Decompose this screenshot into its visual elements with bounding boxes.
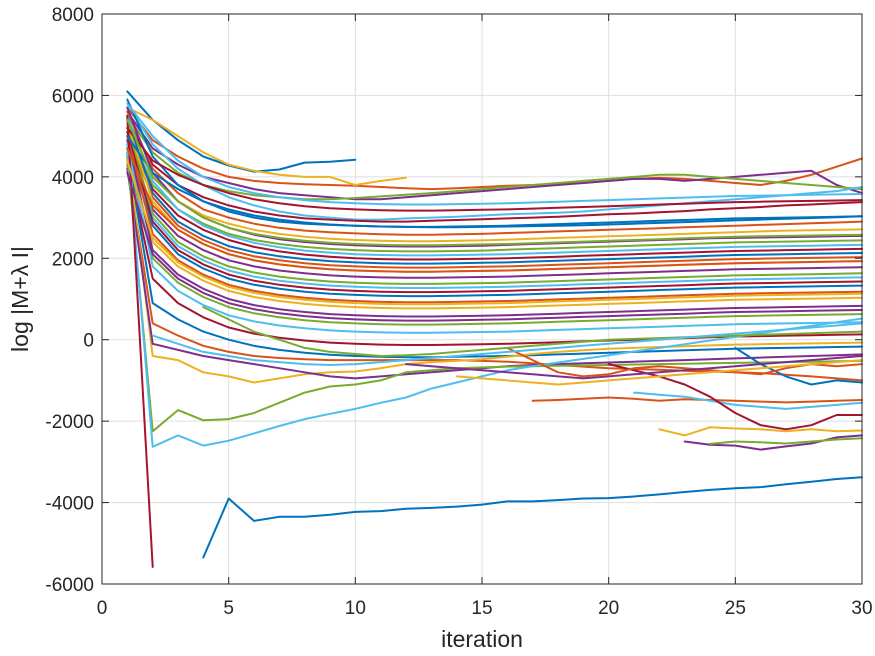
series-line-s14 <box>126 131 863 261</box>
series-line-s46 <box>405 355 863 380</box>
series-line-s49 <box>126 127 863 212</box>
series-line-s7 <box>126 118 863 223</box>
series-line-s5 <box>126 114 863 201</box>
series-line-s21 <box>126 131 863 294</box>
series-line-s55 <box>126 102 863 206</box>
series-line-s20 <box>126 143 863 289</box>
series-line-s45 <box>455 359 863 386</box>
y-tick-label: 2000 <box>52 249 94 270</box>
x-tick-label: 15 <box>471 598 492 619</box>
y-tick-label: 6000 <box>52 86 94 107</box>
series-line-s41 <box>633 391 863 410</box>
y-tick-label: -2000 <box>45 412 94 433</box>
series-line-s18 <box>126 139 863 279</box>
y-tick-label: 0 <box>83 331 94 352</box>
series-line-s35 <box>126 114 154 568</box>
series-line-s36 <box>202 476 863 559</box>
x-tick-label: 20 <box>598 598 619 619</box>
series-line-s29 <box>126 151 863 359</box>
series-line-s25 <box>126 139 863 318</box>
series-line-s13 <box>126 114 863 257</box>
series-line-s12 <box>126 127 863 253</box>
series-line-s43 <box>734 346 863 386</box>
x-tick-label: 25 <box>725 598 746 619</box>
series-line-s4 <box>126 110 863 201</box>
series-line-s48 <box>151 322 863 366</box>
series-line-s16 <box>126 135 863 269</box>
y-tick-label: -4000 <box>45 494 94 515</box>
series-line-s39 <box>683 434 863 451</box>
series-line-s47 <box>202 306 863 357</box>
series-line-s3 <box>126 106 407 186</box>
series-lines <box>126 90 863 568</box>
series-line-s27 <box>126 143 863 334</box>
x-tick-label: 30 <box>851 598 872 619</box>
series-line-s6 <box>126 102 863 221</box>
series-line-s52 <box>126 159 863 306</box>
series-line-s10 <box>126 122 863 243</box>
y-axis-label: log |M+λ I| <box>7 246 33 352</box>
y-tick-label: 4000 <box>52 168 94 189</box>
x-tick-label: 0 <box>97 598 108 619</box>
series-line-s2 <box>126 106 863 191</box>
y-tick-label: 8000 <box>52 5 94 26</box>
series-line-s51 <box>126 147 863 273</box>
series-line-s38 <box>658 426 863 437</box>
tick-marks <box>101 13 863 585</box>
series-line-s31 <box>126 147 863 384</box>
series-line-s19 <box>126 127 863 285</box>
x-axis-label: iteration <box>441 626 523 652</box>
series-line-s33 <box>126 155 863 433</box>
series-line-s26 <box>126 155 863 326</box>
series-line-s42 <box>607 363 863 431</box>
x-tick-label: 10 <box>345 598 366 619</box>
series-line-s15 <box>126 118 863 265</box>
series-line-s50 <box>126 135 863 228</box>
series-line-s54 <box>126 118 863 247</box>
series-line-s24 <box>126 151 863 310</box>
series-line-s9 <box>126 110 863 236</box>
y-tick-labels: -6000 -4000 -2000 0 2000 4000 6000 8000 <box>45 5 94 596</box>
series-line-s22 <box>126 147 863 298</box>
series-line-s53 <box>126 171 863 322</box>
x-tick-label: 5 <box>223 598 234 619</box>
y-tick-label: -6000 <box>45 575 94 596</box>
x-tick-labels: 0 5 10 15 20 25 30 <box>97 598 873 619</box>
series-line-s40 <box>709 437 863 445</box>
series-line-s23 <box>126 135 863 304</box>
